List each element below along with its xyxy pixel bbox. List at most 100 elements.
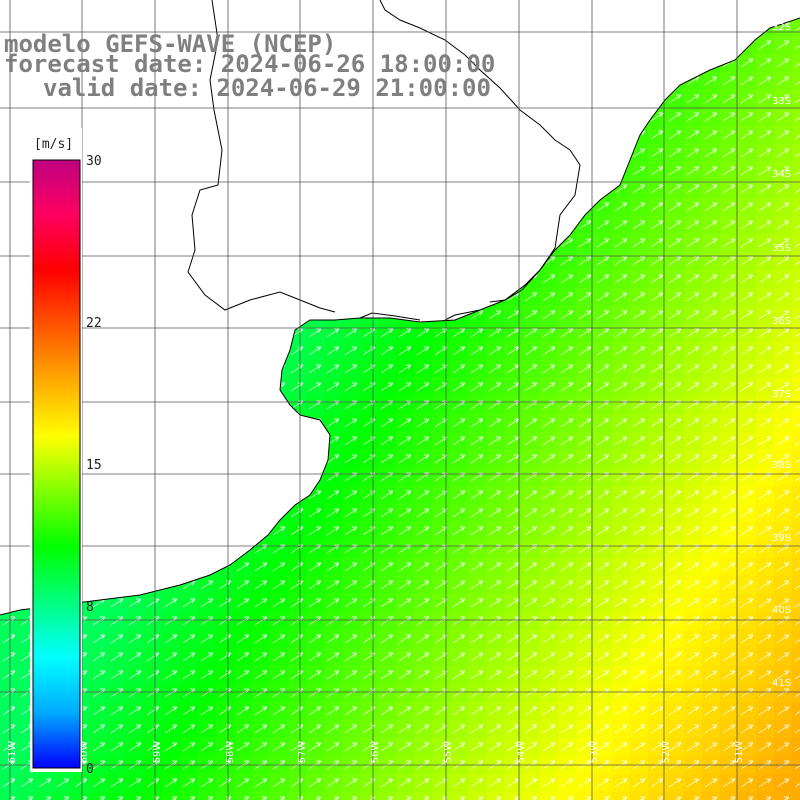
wind-arrow: [632, 364, 646, 374]
wind-arrow: [470, 562, 484, 572]
wind-arrow: [596, 256, 610, 266]
wind-arrow: [614, 670, 628, 680]
wind-arrow: [686, 94, 700, 104]
wind-arrow: [632, 310, 646, 320]
wind-arrow: [560, 256, 574, 266]
wind-arrow: [308, 706, 322, 716]
wind-arrow: [542, 706, 556, 716]
wind-arrow: [380, 580, 394, 590]
wind-arrow: [686, 436, 700, 446]
wind-arrow: [596, 652, 610, 662]
wind-arrow: [542, 652, 556, 662]
wind-arrow: [488, 328, 502, 338]
wind-arrow: [452, 634, 466, 644]
wind-arrow: [758, 562, 772, 572]
wind-arrow: [200, 634, 214, 644]
wind-arrow: [632, 454, 646, 464]
latitude-label: 35S: [772, 243, 791, 254]
wind-arrow: [380, 778, 394, 788]
wind-arrow: [344, 670, 358, 680]
wind-arrow: [506, 508, 520, 518]
wind-arrow: [488, 742, 502, 752]
wind-arrow: [596, 310, 610, 320]
wind-arrow: [686, 742, 700, 752]
field-cell: [792, 90, 800, 108]
wind-arrow: [416, 652, 430, 662]
wind-arrow: [254, 580, 268, 590]
wind-arrow: [794, 279, 800, 284]
wind-arrow: [578, 310, 592, 320]
wind-arrow: [578, 364, 592, 374]
wind-arrow: [164, 742, 178, 752]
field-cell: [792, 468, 800, 486]
wind-arrow: [182, 652, 196, 662]
field-cell: [666, 792, 684, 800]
wind-arrow: [704, 202, 718, 212]
wind-arrow: [650, 166, 664, 176]
wind-arrow: [488, 634, 502, 644]
wind-arrow: [416, 634, 430, 644]
wind-arrow: [704, 112, 718, 122]
wind-arrow: [668, 490, 682, 500]
wind-arrow: [45, 796, 52, 800]
wind-arrow: [614, 202, 628, 212]
wind-arrow: [650, 562, 664, 572]
wind-arrow: [218, 706, 232, 716]
wind-arrow: [524, 598, 538, 608]
wind-arrow: [704, 328, 718, 338]
wind-arrow: [686, 778, 700, 788]
wind-arrow: [765, 796, 772, 800]
wind-arrow: [344, 778, 358, 788]
wind-arrow: [110, 706, 124, 716]
field-cell: [504, 792, 522, 800]
wind-arrow: [794, 315, 800, 320]
wind-arrow: [452, 418, 466, 428]
wind-arrow: [776, 562, 790, 572]
wind-arrow: [488, 526, 502, 536]
wind-arrow: [686, 292, 700, 302]
wind-arrow: [506, 562, 520, 572]
latitude-label: 38S: [772, 460, 791, 471]
wind-arrow: [740, 778, 754, 788]
wind-arrow: [380, 742, 394, 752]
wind-arrow: [272, 652, 286, 662]
wind-arrow: [668, 382, 682, 392]
wind-arrow: [722, 346, 736, 356]
wind-arrow: [794, 531, 800, 536]
field-cell: [792, 414, 800, 432]
wind-arrow: [740, 166, 754, 176]
wind-arrow: [182, 706, 196, 716]
wind-arrow: [794, 225, 800, 230]
wind-arrow: [596, 670, 610, 680]
wind-arrow: [596, 562, 610, 572]
field-cell: [792, 558, 800, 576]
wind-arrow: [578, 580, 592, 590]
wind-arrow: [740, 580, 754, 590]
wind-arrow: [398, 670, 412, 680]
field-cell: [342, 792, 360, 800]
wind-arrow: [27, 796, 34, 800]
wind-arrow: [200, 724, 214, 734]
wind-arrow: [794, 117, 800, 122]
wind-arrow: [326, 706, 340, 716]
wind-arrow: [722, 706, 736, 716]
wind-arrow: [488, 670, 502, 680]
wind-arrow: [740, 76, 754, 86]
field-cell: [792, 108, 800, 126]
field-cell: [792, 126, 800, 144]
wind-arrow: [668, 778, 682, 788]
field-cell: [216, 792, 234, 800]
wind-arrow: [578, 418, 592, 428]
wind-arrow: [308, 742, 322, 752]
wind-arrow: [326, 328, 340, 338]
wind-arrow: [416, 454, 430, 464]
longitude-label: 55W: [443, 741, 454, 764]
latitude-labels: 32S 33S 34S 35S 36S 37S 38S 39S 40S 41S: [772, 22, 791, 689]
wind-arrow: [614, 436, 628, 446]
wind-arrow: [596, 634, 610, 644]
wind-arrow: [506, 598, 520, 608]
wind-arrow: [704, 292, 718, 302]
wind-arrow: [272, 742, 286, 752]
wind-arrow: [686, 130, 700, 140]
field-cell: [144, 792, 162, 800]
